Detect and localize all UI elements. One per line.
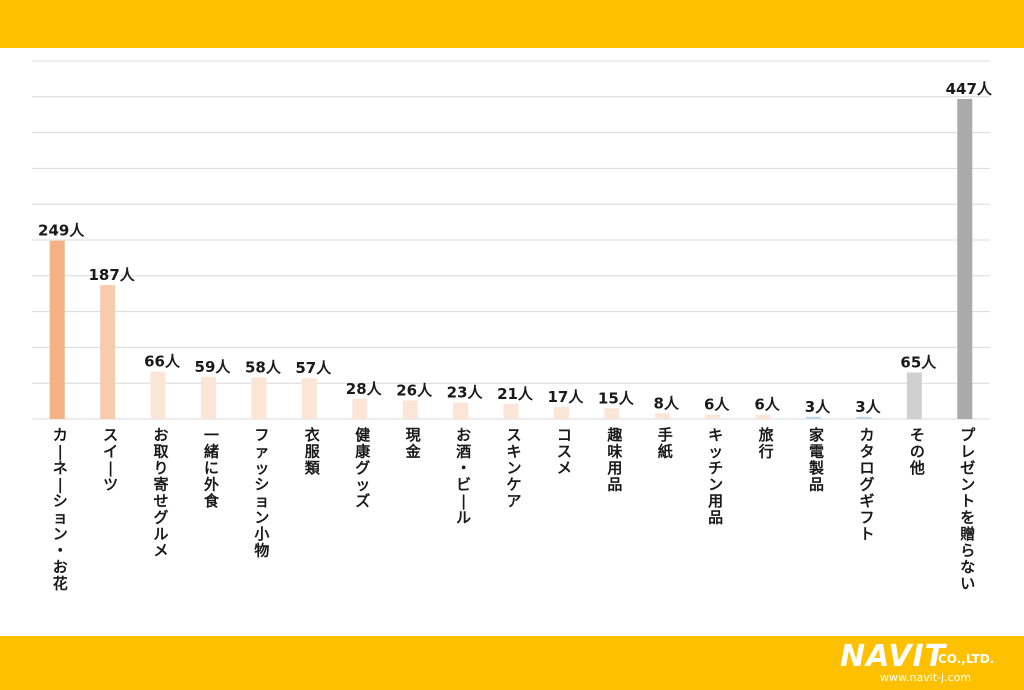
category-label: 現金 [405, 426, 422, 461]
bar [755, 414, 771, 419]
bar [200, 376, 216, 419]
logo-name: NAVIT [840, 639, 947, 674]
logo-url: www.navit-j.com [880, 671, 972, 684]
value-label: 59人 [195, 358, 232, 376]
bar [906, 372, 922, 419]
category-label: プレゼントを贈らない [960, 426, 976, 593]
logo-suffix: CO.,LTD. [938, 652, 995, 666]
value-label: 28人 [346, 380, 383, 398]
bar [352, 398, 368, 419]
category-label: カタログギフト [859, 426, 874, 543]
value-label: 26人 [396, 381, 433, 399]
value-label: 65人 [900, 353, 937, 371]
bar [604, 408, 620, 419]
category-label: 家電製品 [808, 426, 824, 494]
category-label: カ|ネ|ション・お花 [53, 426, 68, 593]
footer-band [0, 636, 1024, 690]
bars [49, 98, 973, 419]
category-labels: カ|ネ|ション・お花 スイ|ツ お取り寄せグルメ 一緒に外食 ファッション小物 衣服類 健康… [53, 426, 977, 593]
value-label: 3人 [855, 398, 881, 416]
bar [806, 416, 822, 419]
bar [100, 285, 116, 419]
value-label: 58人 [245, 358, 282, 376]
category-label: お取り寄せグルメ [154, 426, 170, 560]
bar [49, 240, 65, 419]
category-label: コスメ [557, 426, 572, 477]
header-band [0, 0, 1024, 48]
category-label: スキンケア [506, 426, 521, 510]
value-label: 66人 [144, 353, 181, 371]
category-label: 旅行 [758, 426, 774, 461]
bar [150, 371, 166, 419]
bar [503, 403, 519, 419]
value-label: 17人 [547, 388, 584, 406]
category-label: 一緒に外食 [203, 426, 220, 510]
value-label: 23人 [447, 384, 484, 402]
value-label: 21人 [497, 385, 534, 403]
value-label: 3人 [805, 398, 831, 416]
value-label: 15人 [598, 389, 635, 407]
bar [705, 414, 721, 419]
value-label: 57人 [295, 359, 332, 377]
category-label: 衣服類 [304, 426, 321, 477]
category-label: 趣味用品 [606, 426, 623, 494]
company-logo: NAVIT CO.,LTD. www.navit-j.com [840, 641, 1010, 685]
value-label: 6人 [754, 396, 780, 414]
category-label: キッチン用品 [708, 426, 723, 527]
value-label: 8人 [654, 394, 680, 412]
bar [553, 406, 569, 419]
bar-chart: 249人 187人 66人 59人 58人 57人 28人 26人 23人 21人 17人 15人 8人… [32, 60, 993, 593]
category-label: その他 [909, 426, 925, 477]
grid-lines [32, 60, 990, 420]
bar [654, 413, 670, 419]
value-labels: 249人 187人 66人 59人 58人 57人 28人 26人 23人 21人 17人 15人 8人… [38, 80, 993, 416]
bar [251, 377, 267, 419]
bar [957, 98, 973, 419]
value-label: 6人 [704, 396, 730, 414]
bar [856, 416, 872, 419]
value-label: 187人 [88, 266, 135, 284]
bar [301, 378, 317, 419]
category-label: ファッション小物 [254, 426, 269, 560]
value-label: 249人 [38, 222, 85, 240]
category-label: スイ|ツ [103, 426, 118, 494]
bar [402, 400, 418, 419]
category-label: 手紙 [658, 426, 673, 461]
value-label: 447人 [946, 80, 993, 98]
bar [453, 402, 469, 419]
category-label: 健康グッズ [355, 426, 371, 510]
category-label: お酒・ビ|ル [456, 426, 471, 527]
